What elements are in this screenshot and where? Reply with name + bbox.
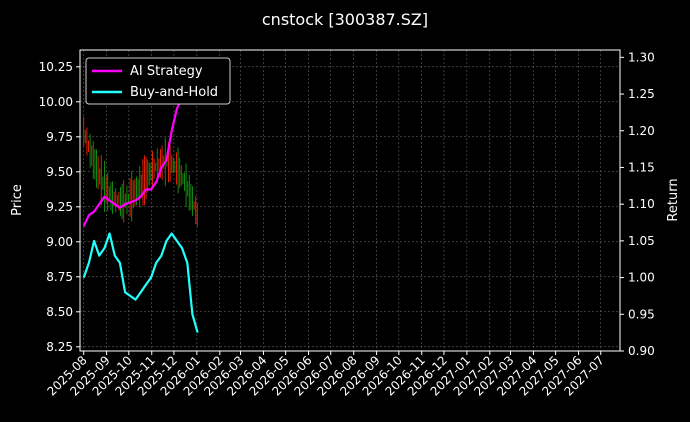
y-right-tick-label: 1.10 bbox=[628, 197, 655, 211]
right-y-axis: 0.90 0.95 1.00 1.05 1.10 1.15 1.20 1.25 1.30 bbox=[620, 50, 655, 358]
y-left-tick-label: 9.25 bbox=[46, 200, 73, 214]
chart-title: cnstock [300387.SZ] bbox=[262, 10, 428, 29]
series-lines bbox=[82, 78, 199, 333]
legend-label-buy-and-hold: Buy-and-Hold bbox=[130, 85, 218, 100]
y-right-tick-label: 1.25 bbox=[628, 87, 655, 101]
y-left-tick-label: 8.25 bbox=[46, 340, 73, 354]
y-right-tick-label: 1.20 bbox=[628, 124, 655, 138]
y-axis-right-label: Return bbox=[666, 178, 681, 221]
y-right-tick-label: 0.95 bbox=[628, 307, 655, 321]
price-bars bbox=[83, 116, 198, 227]
y-left-tick-label: 9.75 bbox=[46, 130, 73, 144]
y-left-tick-label: 8.75 bbox=[46, 270, 73, 284]
left-y-axis: 8.25 8.50 8.75 9.00 9.25 9.50 9.75 10.00 10.25 bbox=[39, 60, 80, 354]
legend-label-ai-strategy: AI Strategy bbox=[130, 64, 203, 79]
y-right-tick-label: 1.30 bbox=[628, 50, 655, 64]
y-axis-left-label: Price bbox=[10, 184, 25, 216]
y-right-tick-label: 1.00 bbox=[628, 271, 655, 285]
y-right-tick-label: 0.90 bbox=[628, 344, 655, 358]
y-left-tick-label: 10.25 bbox=[39, 60, 73, 74]
y-left-tick-label: 9.00 bbox=[46, 235, 73, 249]
plot-frame bbox=[79, 49, 621, 352]
y-left-tick-label: 8.50 bbox=[46, 305, 73, 319]
legend: AI Strategy Buy-and-Hold bbox=[85, 57, 231, 105]
y-right-tick-label: 1.05 bbox=[628, 234, 655, 248]
series-line-buy-and-hold bbox=[82, 232, 199, 333]
x-axis: 2025-082025-092025-102025-112025-122026-… bbox=[44, 351, 607, 399]
y-left-tick-label: 9.50 bbox=[46, 165, 73, 179]
y-right-tick-label: 1.15 bbox=[628, 160, 655, 174]
y-left-tick-label: 10.00 bbox=[39, 95, 73, 109]
